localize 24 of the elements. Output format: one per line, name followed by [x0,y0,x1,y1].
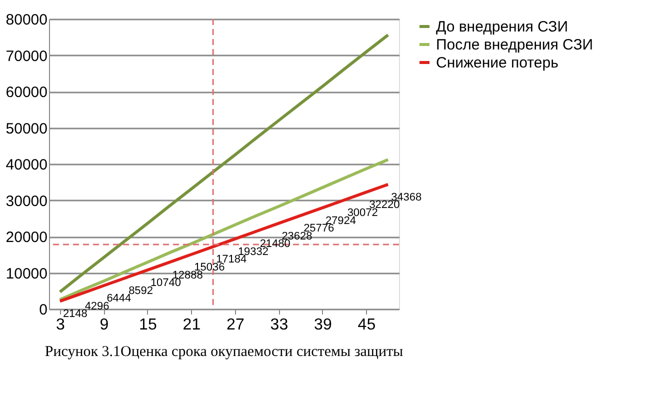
text: Рисунок 3.1Оценка срока окупаемости системы защиты [44,344,404,360]
y-tick-label: 60000 [6,84,48,101]
legend-label: Снижение потерь [436,54,559,72]
x-tick-label: 45 [358,316,376,334]
y-tick-label: 50000 [6,120,48,138]
x-tick-label: 3 [56,316,65,334]
x-tick-label: 21 [182,316,201,334]
y-tick-label: 80000 [6,12,48,28]
y-tick-label: 40000 [6,156,48,174]
x-tick-label: 39 [314,316,332,334]
y-tick-label: 10000 [6,265,48,282]
data-label: 8592 [128,284,154,297]
y-tick-label: 30000 [6,192,48,210]
legend-label: До внедрения СЗИ [436,18,568,36]
x-tick-label: 15 [139,316,157,334]
x-tick-label: 27 [226,316,244,334]
y-tick-label: 20000 [6,229,48,246]
y-tick-label: 0 [39,302,48,318]
y-tick-label: 70000 [6,48,48,65]
data-label: 6444 [106,292,132,305]
data-label: 2148 [62,308,88,320]
legend-label: После внедрения СЗИ [436,36,594,54]
x-tick-label: 33 [270,316,288,334]
x-tick-label: 9 [100,316,109,334]
